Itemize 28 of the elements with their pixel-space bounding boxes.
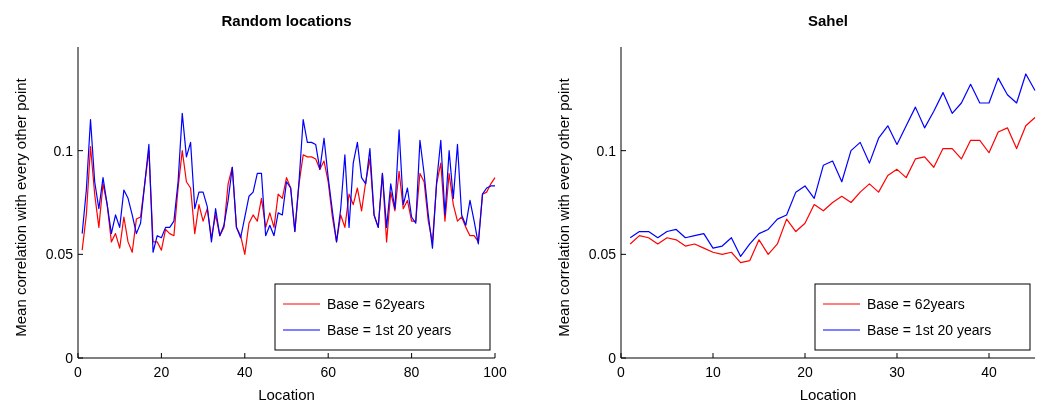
y-tick-label: 0.1 bbox=[53, 142, 74, 159]
line-series bbox=[81, 112, 496, 253]
chart-title: Sahel bbox=[807, 12, 849, 29]
line-series bbox=[629, 116, 1036, 264]
legend-label: Base = 62years bbox=[867, 296, 965, 312]
chart-title: Random locations bbox=[221, 12, 352, 29]
x-tick-label: 40 bbox=[237, 364, 253, 380]
y-tick-label: 0.1 bbox=[596, 142, 617, 159]
x-tick-label: 40 bbox=[981, 364, 997, 380]
x-tick-label: 80 bbox=[403, 364, 420, 380]
legend-label: Base = 62years bbox=[327, 296, 425, 312]
x-tick-label: 10 bbox=[705, 364, 721, 380]
x-axis-title: Location bbox=[258, 386, 315, 403]
x-tick-label: 30 bbox=[889, 364, 905, 380]
y-tick-label: 0.05 bbox=[45, 246, 74, 263]
x-tick-label: 60 bbox=[320, 364, 337, 380]
legend-label: Base = 1st 20 years bbox=[327, 322, 452, 338]
y-axis-title: Mean correlation with every other point bbox=[555, 77, 572, 337]
line-series bbox=[629, 73, 1036, 258]
x-tick-label: 20 bbox=[797, 364, 813, 380]
y-tick-label: 0 bbox=[65, 350, 74, 366]
x-tick-label: 20 bbox=[153, 364, 170, 380]
x-axis-title: Location bbox=[799, 386, 857, 403]
legend-label: Base = 1st 20 years bbox=[867, 322, 992, 338]
y-axis-title: Mean correlation with every other point bbox=[12, 77, 29, 337]
y-tick-label: 0 bbox=[608, 350, 617, 366]
x-tick-label: 100 bbox=[483, 364, 507, 380]
y-tick-label: 0.05 bbox=[588, 246, 617, 263]
